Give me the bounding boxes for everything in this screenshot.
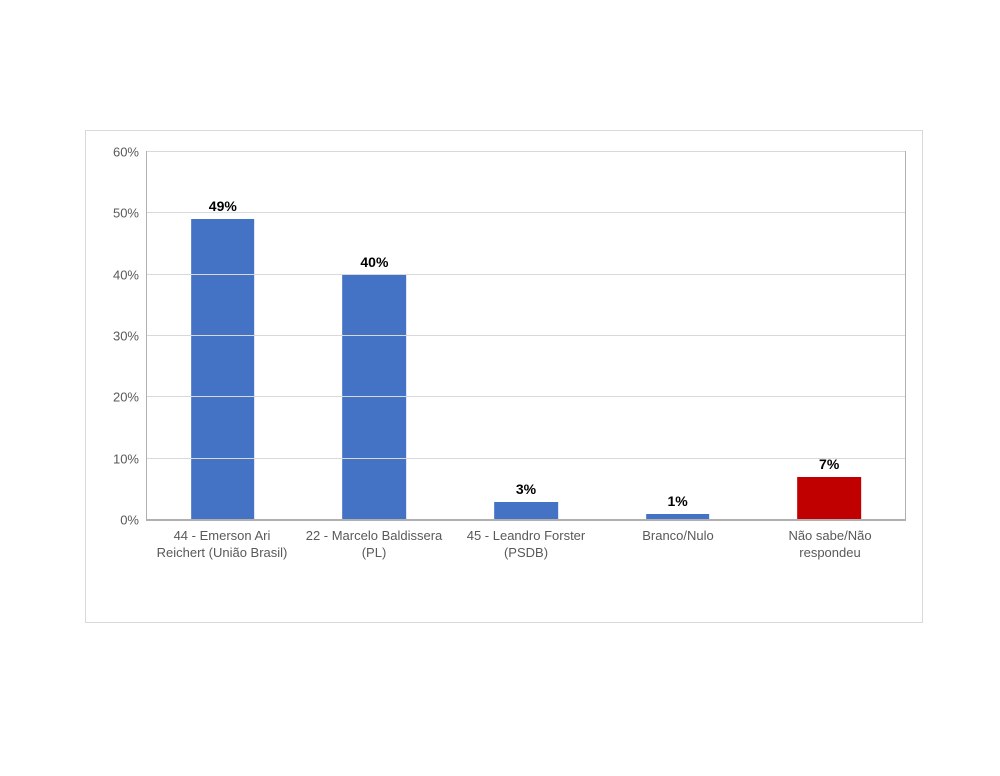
bar-value-label: 1% xyxy=(667,493,687,509)
y-tick-label: 30% xyxy=(113,329,147,344)
x-tick-label: 45 - Leandro Forster (PSDB) xyxy=(450,523,602,562)
chart-frame: 49% 40% 3% 1% 7% 0% 10% 20% 30% 40% 50% 60% 44 - E… xyxy=(85,130,923,623)
y-tick-label: 40% xyxy=(113,267,147,282)
y-tick-label: 10% xyxy=(113,451,147,466)
plot-area: 49%40%3%1%7% 0%10%20%30%40%50%60% xyxy=(146,151,906,521)
gridline xyxy=(147,396,905,397)
y-tick-label: 20% xyxy=(113,390,147,405)
bar-slot: 1% xyxy=(602,152,754,520)
bar-slot: 49% xyxy=(147,152,299,520)
y-tick-label: 0% xyxy=(120,513,147,528)
x-tick-label: 22 - Marcelo Baldissera (PL) xyxy=(298,523,450,562)
gridline xyxy=(147,274,905,275)
bar-value-label: 40% xyxy=(360,254,388,270)
bar: 3% xyxy=(494,502,558,520)
gridline xyxy=(147,212,905,213)
gridline xyxy=(147,458,905,459)
bar-slot: 40% xyxy=(299,152,451,520)
bar: 49% xyxy=(191,219,255,520)
y-tick-label: 60% xyxy=(113,145,147,160)
bar: 7% xyxy=(797,477,861,520)
bar-slot: 7% xyxy=(753,152,905,520)
x-tick-label: Branco/Nulo xyxy=(602,523,754,562)
gridline xyxy=(147,151,905,152)
y-tick-label: 50% xyxy=(113,206,147,221)
bar-slot: 3% xyxy=(450,152,602,520)
x-tick-label: Não sabe/Não respondeu xyxy=(754,523,906,562)
x-tick-label: 44 - Emerson Ari Reichert (União Brasil) xyxy=(146,523,298,562)
x-axis-labels: 44 - Emerson Ari Reichert (União Brasil)… xyxy=(146,523,906,562)
gridline xyxy=(147,335,905,336)
bar-value-label: 3% xyxy=(516,481,536,497)
x-axis-line xyxy=(147,519,905,520)
bars-container: 49% 40% 3% 1% 7% xyxy=(147,152,905,520)
